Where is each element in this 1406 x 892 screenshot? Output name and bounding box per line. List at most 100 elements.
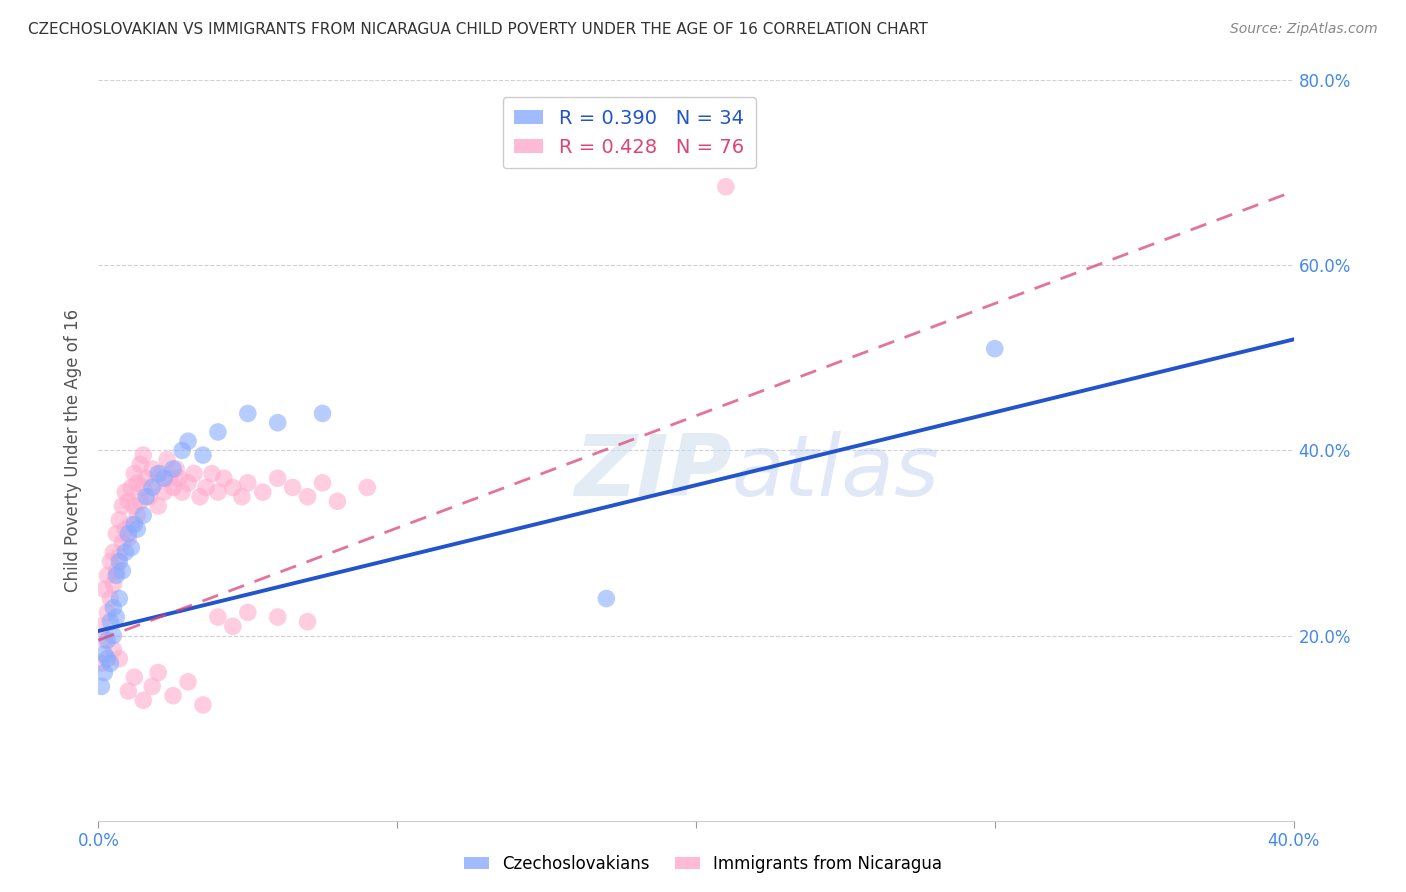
Point — [222, 619, 245, 633]
Point — [105, 610, 128, 624]
Point — [141, 462, 163, 476]
Point — [172, 485, 194, 500]
Y-axis label: Child Poverty Under the Age of 16: Child Poverty Under the Age of 16 — [65, 309, 83, 592]
Point — [148, 467, 170, 481]
Point — [143, 475, 166, 490]
Point — [162, 462, 184, 476]
Point — [96, 606, 118, 620]
Point — [105, 526, 128, 541]
Point — [120, 517, 142, 532]
Point — [153, 471, 176, 485]
Point — [114, 485, 136, 500]
Point — [138, 490, 160, 504]
Point — [236, 407, 259, 421]
Point — [281, 481, 304, 495]
Point — [103, 642, 125, 657]
Point — [326, 494, 349, 508]
Point — [111, 564, 134, 578]
Point — [135, 490, 157, 504]
Point — [132, 693, 155, 707]
Point — [96, 568, 118, 582]
Point — [103, 628, 125, 642]
Point — [135, 471, 157, 485]
Point — [111, 536, 134, 550]
Point — [201, 467, 224, 481]
Point — [191, 698, 214, 712]
Text: CZECHOSLOVAKIAN VS IMMIGRANTS FROM NICARAGUA CHILD POVERTY UNDER THE AGE OF 16 C: CZECHOSLOVAKIAN VS IMMIGRANTS FROM NICAR… — [28, 22, 928, 37]
Point — [162, 481, 184, 495]
Text: atlas: atlas — [733, 431, 939, 514]
Legend: R = 0.390   N = 34, R = 0.428   N = 76: R = 0.390 N = 34, R = 0.428 N = 76 — [502, 97, 755, 169]
Point — [297, 490, 319, 504]
Point — [183, 467, 205, 481]
Point — [108, 549, 131, 564]
Text: Source: ZipAtlas.com: Source: ZipAtlas.com — [1230, 22, 1378, 37]
Point — [267, 610, 290, 624]
Point — [124, 670, 146, 684]
Point — [195, 481, 218, 495]
Point — [156, 452, 179, 467]
Point — [252, 485, 274, 500]
Point — [132, 481, 155, 495]
Point — [129, 458, 152, 472]
Point — [148, 499, 170, 513]
Point — [148, 665, 170, 680]
Point — [236, 475, 259, 490]
Point — [96, 633, 118, 648]
Point — [117, 684, 139, 698]
Point — [141, 481, 163, 495]
Point — [311, 407, 333, 421]
Point — [212, 471, 235, 485]
Point — [105, 564, 128, 578]
Point — [159, 471, 181, 485]
Point — [111, 499, 134, 513]
Point — [231, 490, 253, 504]
Point — [93, 582, 115, 597]
Point — [311, 475, 333, 490]
Point — [167, 471, 190, 485]
Point — [222, 481, 245, 495]
Point — [96, 651, 118, 665]
Point — [129, 494, 152, 508]
Point — [108, 554, 131, 569]
Point — [98, 615, 122, 629]
Point — [127, 508, 149, 523]
Point — [177, 475, 200, 490]
Point — [191, 448, 214, 462]
Point — [714, 179, 737, 194]
Point — [127, 475, 149, 490]
Point — [165, 462, 187, 476]
Point — [93, 665, 115, 680]
Point — [98, 657, 122, 671]
Point — [127, 522, 149, 536]
Point — [108, 513, 131, 527]
Point — [207, 425, 229, 439]
Point — [236, 606, 259, 620]
Point — [207, 485, 229, 500]
Point — [177, 434, 200, 449]
Point — [153, 485, 176, 500]
Point — [177, 674, 200, 689]
Point — [356, 481, 378, 495]
Point — [132, 448, 155, 462]
Point — [188, 490, 211, 504]
Point — [120, 541, 142, 555]
Point — [120, 481, 142, 495]
Point — [108, 651, 131, 665]
Point — [117, 532, 139, 546]
Point — [103, 600, 125, 615]
Point — [90, 680, 112, 694]
Point — [267, 416, 290, 430]
Point — [150, 467, 173, 481]
Point — [117, 494, 139, 508]
Point — [98, 591, 122, 606]
Point — [267, 471, 290, 485]
Point — [207, 610, 229, 624]
Point — [984, 342, 1007, 356]
Point — [90, 657, 112, 671]
Point — [103, 545, 125, 559]
Point — [162, 689, 184, 703]
Point — [114, 545, 136, 559]
Point — [124, 499, 146, 513]
Point — [595, 591, 617, 606]
